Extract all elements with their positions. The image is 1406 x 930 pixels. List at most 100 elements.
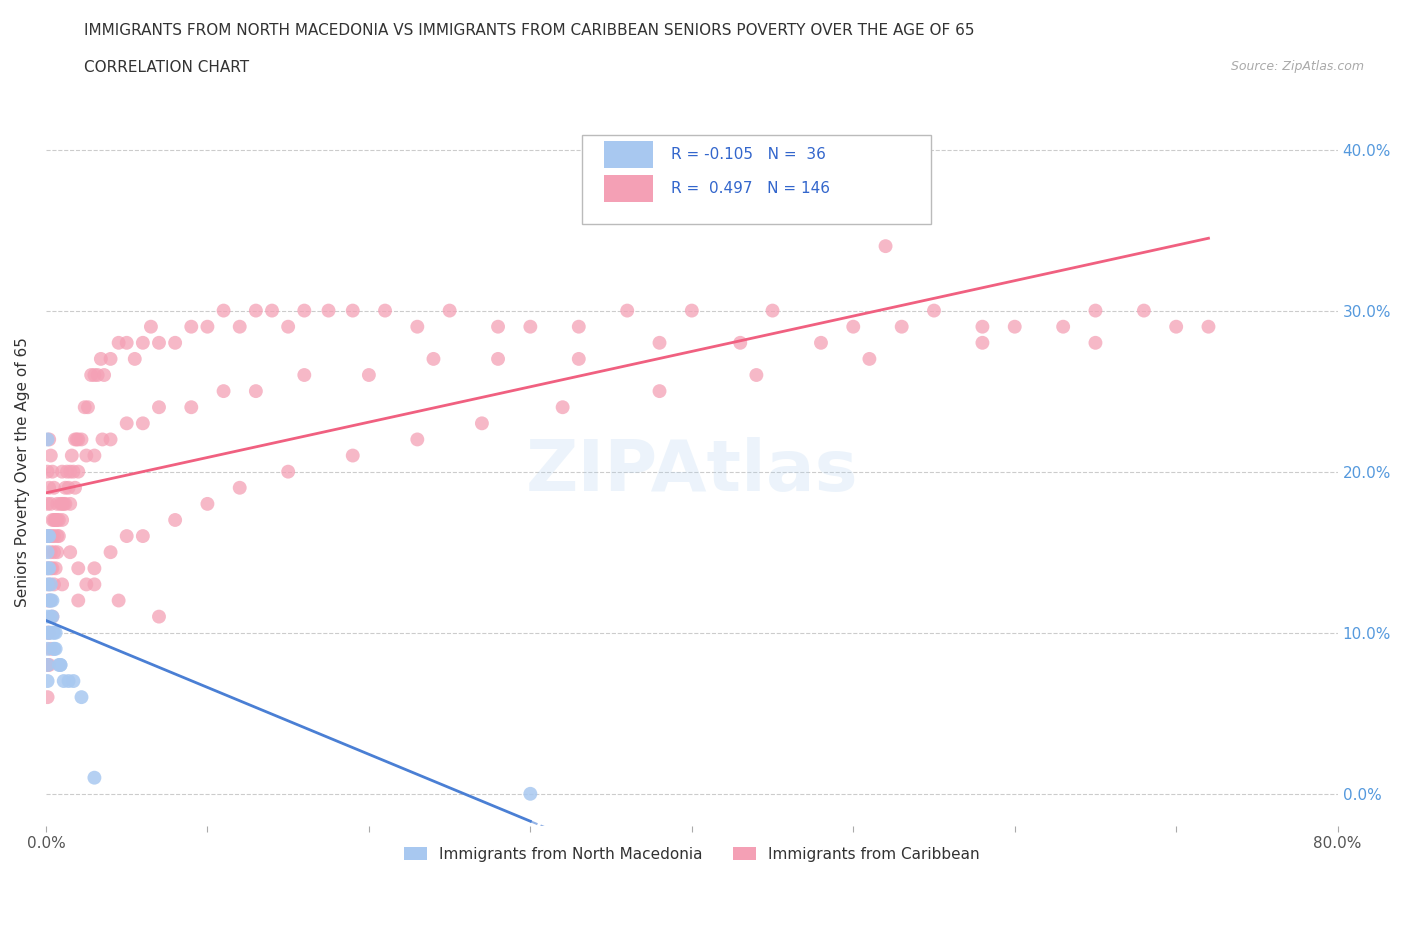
- Y-axis label: Seniors Poverty Over the Age of 65: Seniors Poverty Over the Age of 65: [15, 337, 30, 606]
- Text: Source: ZipAtlas.com: Source: ZipAtlas.com: [1230, 60, 1364, 73]
- Point: [148, 609, 170, 624]
- Point: [519, 319, 541, 334]
- Point: [41, 593, 63, 608]
- Point: [38, 658, 60, 672]
- Point: [46, 497, 69, 512]
- Point: [180, 319, 202, 334]
- Point: [80, 367, 103, 382]
- Point: [52, 497, 75, 512]
- Point: [342, 448, 364, 463]
- Point: [49, 658, 72, 672]
- Point: [67, 561, 90, 576]
- Point: [83, 577, 105, 591]
- Point: [38, 625, 60, 640]
- Point: [318, 303, 340, 318]
- Point: [42, 625, 65, 640]
- Point: [115, 336, 138, 351]
- Point: [38, 528, 60, 543]
- Point: [42, 545, 65, 560]
- Point: [471, 416, 494, 431]
- Point: [890, 319, 912, 334]
- Point: [342, 303, 364, 318]
- Point: [148, 336, 170, 351]
- Point: [49, 658, 72, 672]
- Point: [38, 432, 60, 447]
- Point: [48, 512, 70, 527]
- Point: [37, 577, 59, 591]
- Point: [486, 352, 509, 366]
- Point: [245, 303, 267, 318]
- Point: [46, 545, 69, 560]
- Point: [51, 497, 73, 512]
- Point: [406, 432, 429, 447]
- Point: [486, 319, 509, 334]
- Point: [58, 480, 80, 495]
- Point: [39, 593, 62, 608]
- Point: [42, 642, 65, 657]
- Point: [858, 352, 880, 366]
- Point: [39, 497, 62, 512]
- Point: [41, 609, 63, 624]
- Point: [1052, 319, 1074, 334]
- Point: [45, 512, 67, 527]
- Point: [422, 352, 444, 366]
- Point: [70, 690, 93, 705]
- Point: [165, 336, 187, 351]
- Point: [59, 464, 82, 479]
- Point: [45, 561, 67, 576]
- Point: [39, 577, 62, 591]
- Point: [42, 528, 65, 543]
- Point: [1166, 319, 1188, 334]
- FancyBboxPatch shape: [605, 141, 652, 168]
- Point: [41, 528, 63, 543]
- FancyBboxPatch shape: [582, 135, 931, 223]
- Point: [568, 352, 591, 366]
- Point: [38, 528, 60, 543]
- Point: [37, 432, 59, 447]
- Text: R =  0.497   N = 146: R = 0.497 N = 146: [671, 181, 830, 196]
- Point: [67, 432, 90, 447]
- Point: [551, 400, 574, 415]
- Point: [45, 625, 67, 640]
- Point: [277, 464, 299, 479]
- Point: [439, 303, 461, 318]
- Point: [100, 352, 122, 366]
- Point: [519, 787, 541, 802]
- Text: CORRELATION CHART: CORRELATION CHART: [84, 60, 249, 75]
- Point: [38, 625, 60, 640]
- Point: [406, 319, 429, 334]
- Point: [41, 464, 63, 479]
- Point: [48, 658, 70, 672]
- Point: [90, 352, 112, 366]
- Point: [60, 448, 83, 463]
- Point: [1133, 303, 1156, 318]
- Point: [75, 448, 97, 463]
- Point: [648, 336, 671, 351]
- Point: [197, 319, 219, 334]
- Point: [83, 367, 105, 382]
- Point: [63, 432, 86, 447]
- Point: [37, 609, 59, 624]
- Point: [67, 464, 90, 479]
- Point: [139, 319, 162, 334]
- Point: [37, 561, 59, 576]
- Point: [260, 303, 283, 318]
- Point: [972, 336, 994, 351]
- Point: [37, 497, 59, 512]
- Point: [681, 303, 703, 318]
- Point: [91, 432, 114, 447]
- Point: [59, 545, 82, 560]
- Point: [115, 416, 138, 431]
- Text: IMMIGRANTS FROM NORTH MACEDONIA VS IMMIGRANTS FROM CARIBBEAN SENIORS POVERTY OVE: IMMIGRANTS FROM NORTH MACEDONIA VS IMMIG…: [84, 23, 974, 38]
- Point: [52, 673, 75, 688]
- Point: [1004, 319, 1026, 334]
- Point: [568, 319, 591, 334]
- Point: [115, 528, 138, 543]
- Point: [38, 577, 60, 591]
- Legend: Immigrants from North Macedonia, Immigrants from Caribbean: Immigrants from North Macedonia, Immigra…: [398, 841, 986, 868]
- Point: [37, 625, 59, 640]
- Text: ZIPAtlas: ZIPAtlas: [526, 437, 858, 506]
- Point: [75, 577, 97, 591]
- Point: [875, 239, 897, 254]
- Point: [39, 642, 62, 657]
